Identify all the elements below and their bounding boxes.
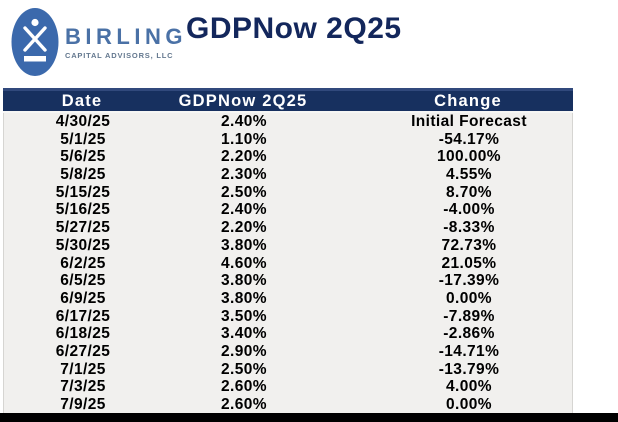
person-figure-in-oval-icon	[11, 8, 59, 76]
table-row: 4/30/25 2.40% Initial Forecast	[4, 113, 572, 131]
table-row: 7/3/25 2.60% 4.00%	[4, 378, 572, 396]
date-cell: 7/3/25	[60, 378, 106, 396]
date-cell: 5/16/25	[55, 201, 111, 219]
table-row: 6/9/25 3.80% 0.00%	[4, 290, 572, 308]
change-cell: -4.00%	[443, 201, 495, 219]
date-cell: 6/17/25	[55, 307, 111, 325]
change-cell: 4.00%	[446, 378, 492, 396]
date-cell: 5/30/25	[55, 236, 111, 254]
date-cell: 5/15/25	[55, 183, 111, 201]
date-cell: 6/9/25	[60, 289, 106, 307]
bottom-border	[0, 413, 618, 422]
table-header-row: Date GDPNow 2Q25 Change	[3, 88, 573, 113]
change-cell: 100.00%	[437, 148, 501, 166]
change-cell: 72.73%	[441, 236, 497, 254]
gdpnow-cell: 3.80%	[221, 236, 267, 254]
table-row: 6/27/25 2.90% -14.71%	[4, 343, 572, 361]
change-cell: Initial Forecast	[411, 113, 527, 130]
date-cell: 5/6/25	[60, 148, 106, 166]
table-row: 5/27/25 2.20% -8.33%	[4, 219, 572, 237]
brand-name: BIRLING	[65, 23, 187, 49]
gdpnow-cell: 2.30%	[221, 166, 267, 184]
gdpnow-cell: 4.60%	[221, 254, 267, 272]
gdpnow-cell: 2.50%	[221, 183, 267, 201]
date-cell: 5/1/25	[60, 130, 106, 148]
table-row: 6/18/25 3.40% -2.86%	[4, 325, 572, 343]
table-row: 5/1/25 1.10% -54.17%	[4, 131, 572, 149]
change-cell: -7.89%	[443, 307, 495, 325]
gdpnow-cell: 2.60%	[221, 396, 267, 413]
birling-logo: BIRLING CAPITAL ADVISORS, LLC	[10, 6, 187, 78]
gdpnow-cell: 3.80%	[221, 272, 267, 290]
change-cell: -13.79%	[438, 360, 500, 378]
change-cell: -14.71%	[438, 342, 500, 360]
change-cell: 21.05%	[441, 254, 497, 272]
gdpnow-cell: 3.50%	[221, 307, 267, 325]
change-cell: -54.17%	[438, 130, 500, 148]
change-cell: 0.00%	[446, 396, 492, 413]
table-row: 7/9/25 2.60% 0.00%	[4, 396, 572, 414]
brand-tagline: CAPITAL ADVISORS, LLC	[65, 50, 174, 60]
column-header-date: Date	[61, 92, 103, 110]
date-cell: 6/5/25	[60, 272, 106, 290]
table-row: 5/30/25 3.80% 72.73%	[4, 237, 572, 255]
gdpnow-cell: 2.90%	[221, 342, 267, 360]
gdpnow-cell: 2.60%	[221, 378, 267, 396]
date-cell: 5/27/25	[55, 219, 111, 237]
table-row: 7/1/25 2.50% -13.79%	[4, 361, 572, 379]
change-cell: 4.55%	[446, 166, 492, 184]
change-cell: 8.70%	[446, 183, 492, 201]
column-header-change: Change	[434, 92, 502, 110]
gdpnow-cell: 3.80%	[221, 289, 267, 307]
change-cell: -2.86%	[443, 325, 495, 343]
date-cell: 5/8/25	[60, 166, 106, 184]
table-row: 6/5/25 3.80% -17.39%	[4, 272, 572, 290]
table-body: 4/30/25 2.40% Initial Forecast 5/1/25 1.…	[3, 113, 573, 414]
table-row: 5/16/25 2.40% -4.00%	[4, 201, 572, 219]
column-header-gdpnow: GDPNow 2Q25	[178, 92, 308, 110]
table-row: 6/17/25 3.50% -7.89%	[4, 308, 572, 326]
header-bar: BIRLING CAPITAL ADVISORS, LLC GDPNow 2Q2…	[0, 0, 618, 88]
date-cell: 6/2/25	[60, 254, 106, 272]
page-title: GDPNow 2Q25	[186, 12, 402, 45]
table-row: 5/8/25 2.30% 4.55%	[4, 166, 572, 184]
date-cell: 7/9/25	[60, 396, 106, 413]
gdpnow-table: Date GDPNow 2Q25 Change 4/30/25 2.40% In…	[3, 88, 573, 414]
table-row: 5/15/25 2.50% 8.70%	[4, 184, 572, 202]
change-cell: -17.39%	[438, 272, 500, 290]
gdpnow-cell: 2.40%	[221, 113, 267, 130]
table-row: 6/2/25 4.60% 21.05%	[4, 255, 572, 273]
gdpnow-cell: 3.40%	[221, 325, 267, 343]
date-cell: 4/30/25	[55, 113, 111, 130]
change-cell: -8.33%	[443, 219, 495, 237]
gdpnow-cell: 2.20%	[221, 148, 267, 166]
gdpnow-cell: 2.50%	[221, 360, 267, 378]
date-cell: 6/18/25	[55, 325, 111, 343]
change-cell: 0.00%	[446, 289, 492, 307]
date-cell: 6/27/25	[55, 342, 111, 360]
gdpnow-cell: 2.20%	[221, 219, 267, 237]
logo-text-block: BIRLING CAPITAL ADVISORS, LLC	[65, 23, 187, 60]
gdpnow-cell: 1.10%	[221, 130, 267, 148]
table-row: 5/6/25 2.20% 100.00%	[4, 148, 572, 166]
date-cell: 7/1/25	[60, 360, 106, 378]
gdpnow-cell: 2.40%	[221, 201, 267, 219]
